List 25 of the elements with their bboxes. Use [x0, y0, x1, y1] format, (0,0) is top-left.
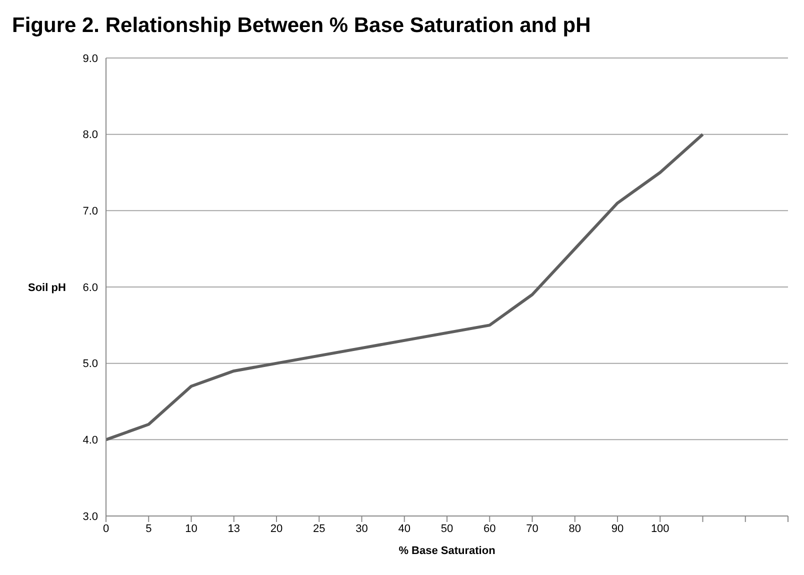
x-tick-label: 90: [611, 522, 624, 535]
x-tick-label: 100: [650, 522, 670, 535]
y-axis-title: Soil pH: [28, 282, 66, 294]
x-tick-label: 5: [146, 522, 152, 535]
x-tick-label: 25: [313, 522, 326, 535]
y-tick-label: 6.0: [82, 282, 98, 294]
y-tick-label: 8.0: [82, 129, 98, 142]
y-tick-label: 7.0: [82, 206, 98, 218]
x-tick-label: 80: [568, 522, 581, 535]
x-tick-label: 10: [185, 522, 198, 535]
x-tick-label: 30: [356, 522, 368, 535]
x-tick-label: 13: [228, 522, 240, 535]
y-tick-label: 4.0: [82, 434, 98, 447]
x-tick-label: 40: [398, 522, 410, 535]
x-tick-label: 50: [440, 522, 454, 535]
x-axis-title: % Base Saturation: [398, 545, 496, 557]
x-tick-label: 60: [484, 522, 496, 535]
chart-title: Figure 2. Relationship Between % Base Saturation and pH: [11, 13, 592, 39]
y-tick-label: 9.0: [82, 52, 98, 65]
line-series: [104, 132, 704, 442]
x-tick-label: 70: [526, 522, 538, 535]
y-tick-label: 5.0: [82, 358, 98, 370]
x-tick-label: 20: [270, 522, 283, 535]
y-tick-label: 3.0: [82, 510, 98, 523]
x-tick-label: 0: [102, 522, 110, 535]
